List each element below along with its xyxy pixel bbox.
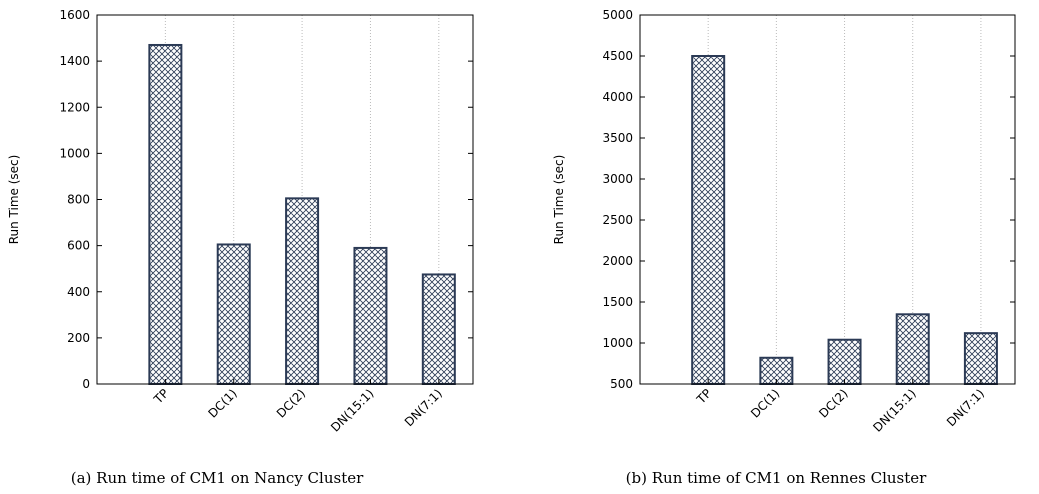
x-tick-label: DC(1) (748, 386, 782, 420)
y-tick-label: 1600 (59, 8, 90, 22)
plot-frame (639, 14, 1016, 385)
y-tick-label: 400 (67, 285, 90, 299)
bar (691, 55, 726, 385)
y-tick-label: 200 (67, 331, 90, 345)
x-tick-label: DN(15:1) (328, 386, 376, 434)
x-tick-label: DC(1) (205, 386, 239, 420)
x-tick-label: DC(2) (274, 386, 308, 420)
y-tick-label: 1400 (59, 54, 90, 68)
bar (285, 197, 320, 385)
x-tick-label: DN(7:1) (944, 386, 987, 429)
bar (216, 243, 251, 385)
y-tick-label: 2000 (602, 254, 633, 268)
y-tick-label: 1000 (59, 146, 90, 160)
y-tick-label: 500 (610, 377, 633, 391)
y-tick-label: 800 (67, 193, 90, 207)
x-tick-label: TP (151, 386, 172, 407)
y-tick-label: 600 (67, 239, 90, 253)
caption: (a) Run time of CM1 on Nancy Cluster (71, 469, 364, 487)
y-tick-label: 1000 (602, 336, 633, 350)
y-axis-label: Run Time (sec) (552, 155, 566, 245)
bar (963, 332, 998, 386)
bar (353, 246, 388, 385)
y-tick-label: 3500 (602, 131, 633, 145)
x-tick-label: DN(15:1) (870, 386, 918, 434)
y-tick-label: 1200 (59, 100, 90, 114)
y-axis-label: Run Time (sec) (7, 155, 21, 245)
x-tick-label: DC(2) (816, 386, 850, 420)
plot-frame (96, 14, 474, 385)
y-tick-label: 5000 (602, 8, 633, 22)
bar (895, 313, 930, 385)
caption: (b) Run time of CM1 on Rennes Cluster (626, 469, 927, 487)
y-tick-label: 3000 (602, 172, 633, 186)
bar (148, 43, 183, 385)
bar (827, 338, 862, 385)
bar (421, 273, 456, 385)
y-tick-label: 4500 (602, 49, 633, 63)
x-tick-label: TP (693, 386, 714, 407)
y-tick-label: 1500 (602, 295, 633, 309)
x-tick-label: DN(7:1) (402, 386, 445, 429)
y-tick-label: 4000 (602, 90, 633, 104)
y-tick-label: 2500 (602, 213, 633, 227)
y-tick-label: 0 (82, 377, 90, 391)
